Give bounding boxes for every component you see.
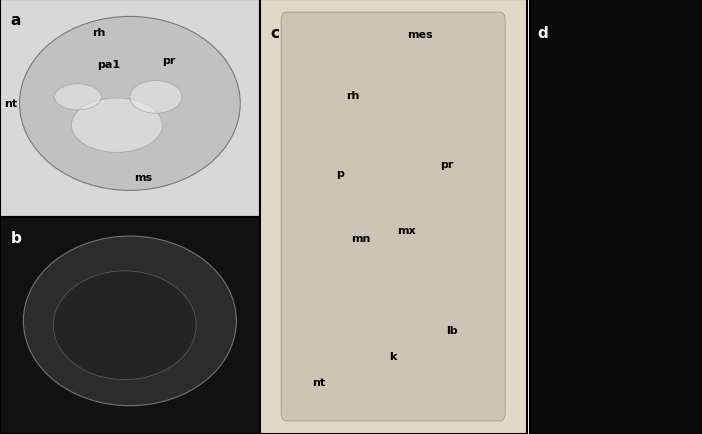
FancyBboxPatch shape	[281, 13, 505, 421]
Text: mx: mx	[397, 225, 416, 235]
Text: p: p	[336, 169, 344, 178]
Text: nt: nt	[4, 99, 17, 109]
Ellipse shape	[55, 85, 101, 111]
Text: pr: pr	[162, 56, 176, 66]
Text: mn: mn	[352, 234, 371, 243]
Text: b: b	[11, 230, 21, 245]
Text: rh: rh	[92, 28, 105, 37]
Text: d: d	[537, 26, 548, 41]
Text: k: k	[390, 351, 397, 361]
Ellipse shape	[20, 17, 240, 191]
Text: ms: ms	[134, 173, 152, 183]
Text: pr: pr	[439, 160, 453, 170]
Text: mes: mes	[407, 30, 432, 39]
Text: pa1: pa1	[98, 60, 121, 70]
Text: nt: nt	[312, 377, 325, 387]
Ellipse shape	[72, 99, 162, 153]
Ellipse shape	[23, 237, 237, 406]
Ellipse shape	[130, 81, 182, 114]
Text: c: c	[270, 26, 279, 41]
Text: rh: rh	[346, 91, 360, 100]
Text: lb: lb	[446, 325, 458, 335]
Text: a: a	[11, 13, 21, 28]
Ellipse shape	[53, 271, 196, 380]
